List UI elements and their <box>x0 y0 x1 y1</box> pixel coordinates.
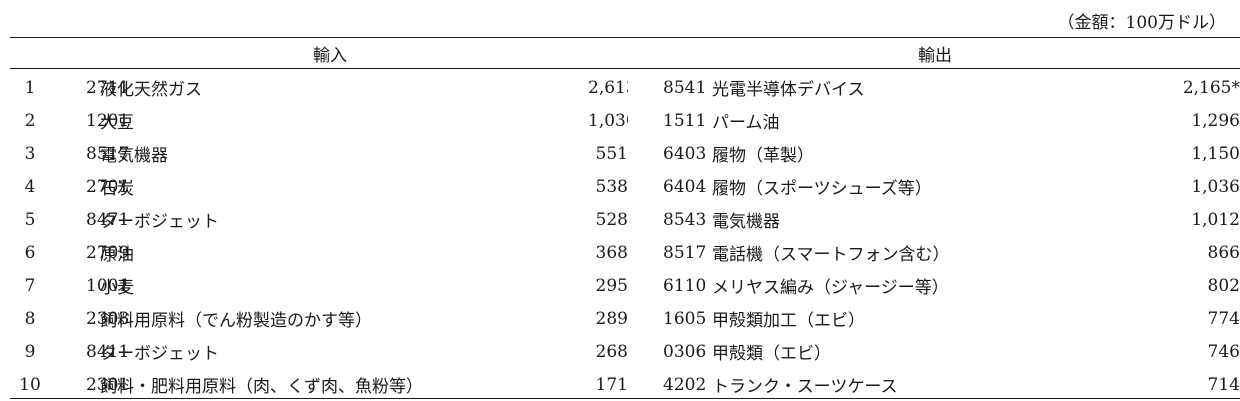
export-name: 電話機（スマートフォン含む） <box>712 245 950 265</box>
export-code: 8541 <box>663 77 707 98</box>
export-name: 電気機器 <box>712 212 780 232</box>
import-name: 大豆 <box>100 113 134 133</box>
import-name: 飼料・肥料用原料（肉、くず肉、魚粉等） <box>100 377 423 397</box>
import-name: 小麦 <box>100 278 134 298</box>
export-value: 802 <box>1207 275 1240 296</box>
exports-header: 輸出 <box>918 46 952 66</box>
export-name: パーム油 <box>712 113 780 133</box>
import-value: 538 <box>595 176 628 197</box>
import-name: 原油 <box>100 245 134 265</box>
export-name: 甲殻類加工（エビ） <box>712 311 865 331</box>
import-value: 289 <box>595 308 628 329</box>
export-name: トランク・スーツケース <box>712 377 898 397</box>
import-name: ターボジェット <box>100 344 219 364</box>
export-value: 1,012 <box>1191 209 1240 230</box>
rank-cell: 7 <box>24 275 36 296</box>
table-row: 3 8517 電気機器 551 6403 履物（革製） 1,150 <box>10 137 1240 170</box>
rank-cell: 6 <box>24 242 36 263</box>
import-name: 石炭 <box>100 179 134 199</box>
rank-cell: 3 <box>24 143 36 164</box>
export-code: 6110 <box>663 275 707 296</box>
table-row: 10 2301 飼料・肥料用原料（肉、くず肉、魚粉等） 171 4202 トランク・スーツ… <box>10 368 1240 401</box>
import-value: 295 <box>595 275 628 296</box>
header-rule <box>10 68 1240 69</box>
import-value: 171 <box>595 374 628 395</box>
import-name: ターボジェット <box>100 212 219 232</box>
table-row: 7 1001 小麦 295 6110 メリヤス編み（ジャージー等） 802 <box>10 269 1240 302</box>
export-value: 774 <box>1207 308 1240 329</box>
import-value: 1,030 <box>588 110 628 131</box>
table-row: 5 8471 ターボジェット 528 8543 電気機器 1,012 <box>10 203 1240 236</box>
table-row: 9 8411 ターボジェット 268 0306 甲殻類（エビ） 746 <box>10 335 1240 368</box>
export-code: 6403 <box>663 143 707 164</box>
import-code: 2303 <box>86 308 130 329</box>
export-value: 714 <box>1207 374 1240 395</box>
export-value: 1,036 <box>1191 176 1240 197</box>
rank-cell: 8 <box>24 308 36 329</box>
export-code: 0306 <box>663 341 707 362</box>
export-code: 8543 <box>663 209 707 230</box>
export-code: 1511 <box>663 110 707 131</box>
rank-cell: 4 <box>24 176 36 197</box>
import-value: 268 <box>595 341 628 362</box>
import-code: 8471 <box>86 209 130 230</box>
bottom-rule <box>10 398 1240 399</box>
import-code: 2301 <box>86 374 130 395</box>
import-code: 1201 <box>86 110 130 131</box>
export-name: メリヤス編み（ジャージー等） <box>712 278 949 298</box>
rank-cell: 1 <box>24 77 36 98</box>
import-value: 528 <box>595 209 628 230</box>
rank-cell: 10 <box>19 374 41 395</box>
export-value: 1,150 <box>1191 143 1240 164</box>
import-name: 電気機器 <box>100 146 168 166</box>
unit-note: （金額：100万ドル） <box>1057 13 1226 33</box>
import-code: 1001 <box>86 275 130 296</box>
export-name: 履物（スポーツシューズ等） <box>712 179 932 199</box>
import-value: 551 <box>595 143 628 164</box>
import-code: 2701 <box>86 176 130 197</box>
import-code: 8517 <box>86 143 130 164</box>
rank-cell: 5 <box>24 209 36 230</box>
table-row: 6 2709 原油 368 8517 電話機（スマートフォン含む） 866 <box>10 236 1240 269</box>
export-value: 866 <box>1207 242 1240 263</box>
rank-cell: 2 <box>24 110 36 131</box>
table-row: 4 2701 石炭 538 6404 履物（スポーツシューズ等） 1,036 <box>10 170 1240 203</box>
export-value: 746 <box>1207 341 1240 362</box>
import-code: 2711 <box>86 77 130 98</box>
export-name: 履物（革製） <box>712 146 814 166</box>
export-code: 6404 <box>663 176 707 197</box>
export-code: 4202 <box>663 374 707 395</box>
import-value: 368 <box>595 242 628 263</box>
rank-cell: 9 <box>24 341 36 362</box>
export-code: 1605 <box>663 308 707 329</box>
table-row: 8 2303 飼料用原料（でん粉製造のかす等） 289 1605 甲殻類加工（エビ） 774 <box>10 302 1240 335</box>
import-value: 2,613 <box>588 77 628 98</box>
imports-header: 輸入 <box>313 46 347 66</box>
import-code: 2709 <box>86 242 130 263</box>
export-code: 8517 <box>663 242 707 263</box>
export-value: 2,165* <box>1182 77 1240 98</box>
export-value: 1,296 <box>1191 110 1240 131</box>
import-code: 8411 <box>86 341 130 362</box>
export-name: 光電半導体デバイス <box>712 80 865 100</box>
top-rule <box>10 37 1240 38</box>
import-name: 飼料用原料（でん粉製造のかす等） <box>100 311 372 331</box>
import-name: 液化天然ガス <box>100 80 202 100</box>
export-name: 甲殻類（エビ） <box>712 344 831 364</box>
